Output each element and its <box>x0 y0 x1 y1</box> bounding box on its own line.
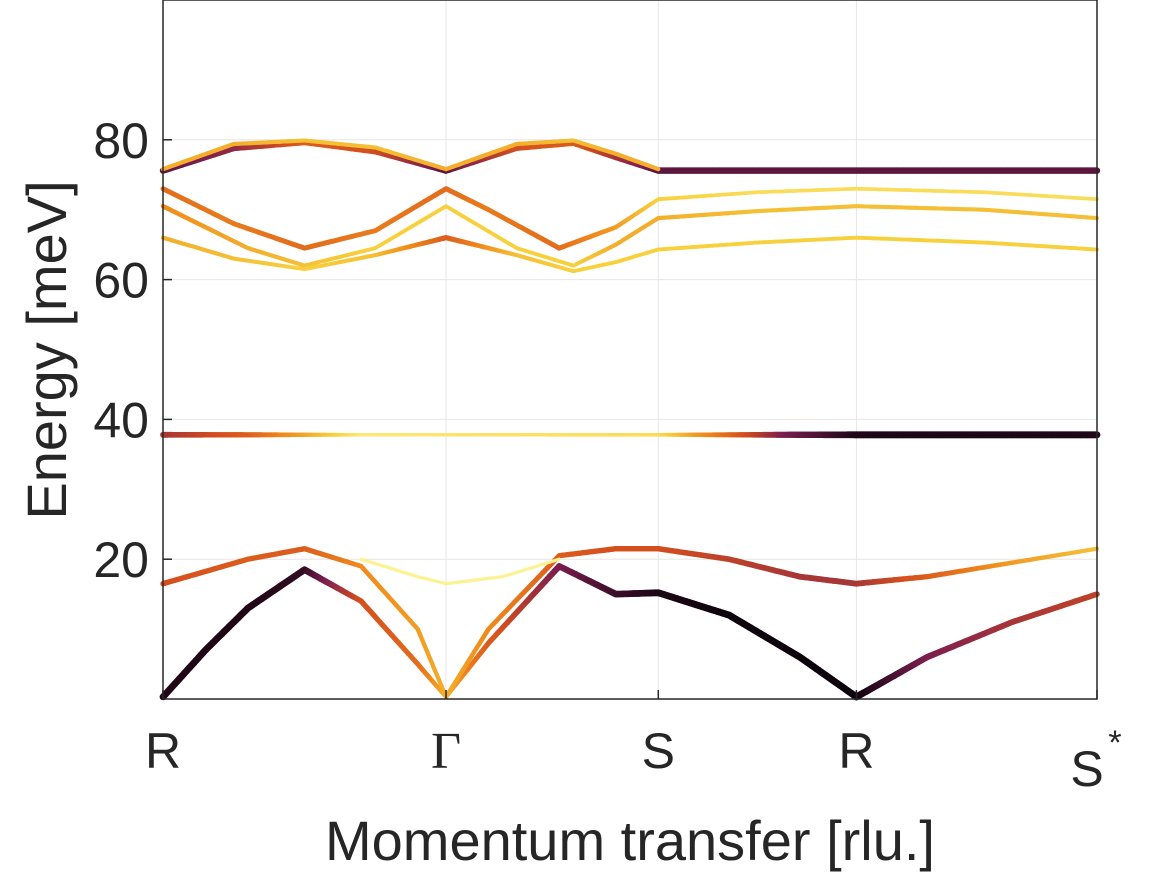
y-tick-label: 60 <box>93 253 149 309</box>
band-6 <box>160 203 1099 268</box>
x-tick-superscript: * <box>1108 724 1121 762</box>
x-axis-ticks: R Γ S R S * <box>145 690 1122 797</box>
band-2 <box>160 545 1100 700</box>
dispersion-bands <box>159 138 1101 701</box>
y-tick-label: 40 <box>93 392 149 448</box>
x-tick-label: R <box>838 723 874 779</box>
plot-frame <box>162 0 1098 700</box>
y-tick-label: 80 <box>93 113 149 169</box>
band-3 <box>359 557 561 586</box>
y-axis-label: Energy [meV] <box>15 180 78 519</box>
y-tick-label: 20 <box>93 532 149 588</box>
x-tick-label: Γ <box>431 723 461 780</box>
band-segment <box>653 166 661 172</box>
band-segment <box>555 557 561 562</box>
band-9 <box>160 138 661 172</box>
y-axis-ticks: 20 40 60 80 <box>93 113 172 588</box>
band-1 <box>159 563 1100 701</box>
x-tick-label: S <box>642 723 675 779</box>
x-tick-label: S <box>1070 741 1103 797</box>
band-7 <box>160 235 1099 274</box>
x-axis-label: Momentum transfer [rlu.] <box>325 809 935 872</box>
x-tick-label: R <box>145 723 181 779</box>
band-8 <box>159 139 1101 174</box>
band-5 <box>160 186 1099 251</box>
